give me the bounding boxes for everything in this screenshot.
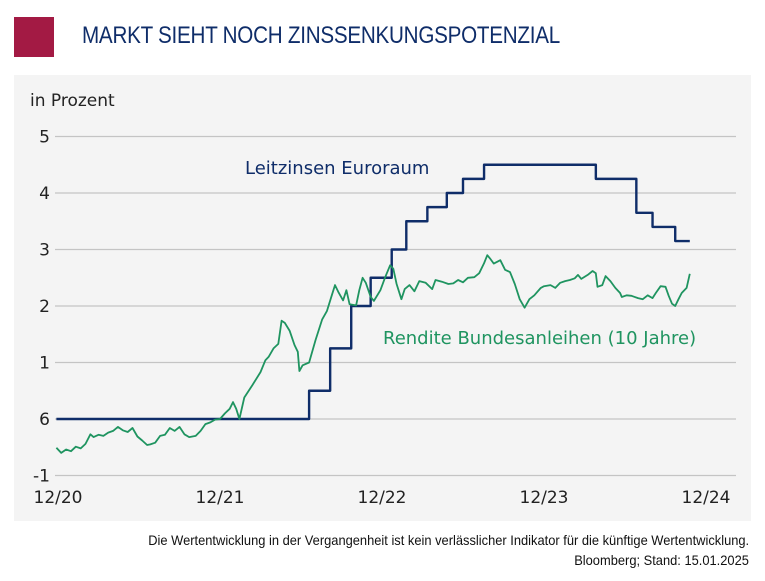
x-tick-label: 12/20 xyxy=(34,488,83,508)
chart-panel xyxy=(14,75,751,521)
chart-title: MARKT SIEHT NOCH ZINSSENKUNGSPOTENZIAL xyxy=(82,22,560,49)
brand-square-logo xyxy=(14,17,54,57)
annotation-leitzinsen: Leitzinsen Euroraum xyxy=(245,158,429,179)
x-tick-label: 12/24 xyxy=(682,488,731,508)
y-tick-label: 1 xyxy=(39,354,50,374)
y-tick-label: 5 xyxy=(39,128,50,148)
disclaimer-text: Die Wertentwicklung in der Vergangenheit… xyxy=(148,532,749,548)
series-line-rendite xyxy=(55,254,691,454)
y-tick-label: 4 xyxy=(39,184,50,204)
y-tick-labels: 5 4 3 2 1 6 -1 xyxy=(33,128,50,487)
y-tick-label: 3 xyxy=(39,241,50,261)
y-axis-label: in Prozent xyxy=(30,91,115,111)
y-tick-label: 6 xyxy=(39,410,50,430)
x-tick-label: 12/21 xyxy=(196,488,245,508)
y-tick-label: -1 xyxy=(33,467,50,487)
annotation-rendite: Rendite Bundesanleihen (10 Jahre) xyxy=(383,328,696,349)
y-tick-label: 2 xyxy=(39,297,50,317)
gridlines xyxy=(55,135,736,477)
series-line-leitzinsen xyxy=(56,163,690,421)
x-tick-label: 12/23 xyxy=(520,488,569,508)
source-text: Bloomberg; Stand: 15.01.2025 xyxy=(574,552,749,568)
series-lines xyxy=(55,163,691,454)
x-tick-label: 12/22 xyxy=(358,488,407,508)
x-tick-labels: 12/20 12/21 12/22 12/23 12/24 xyxy=(34,488,731,508)
